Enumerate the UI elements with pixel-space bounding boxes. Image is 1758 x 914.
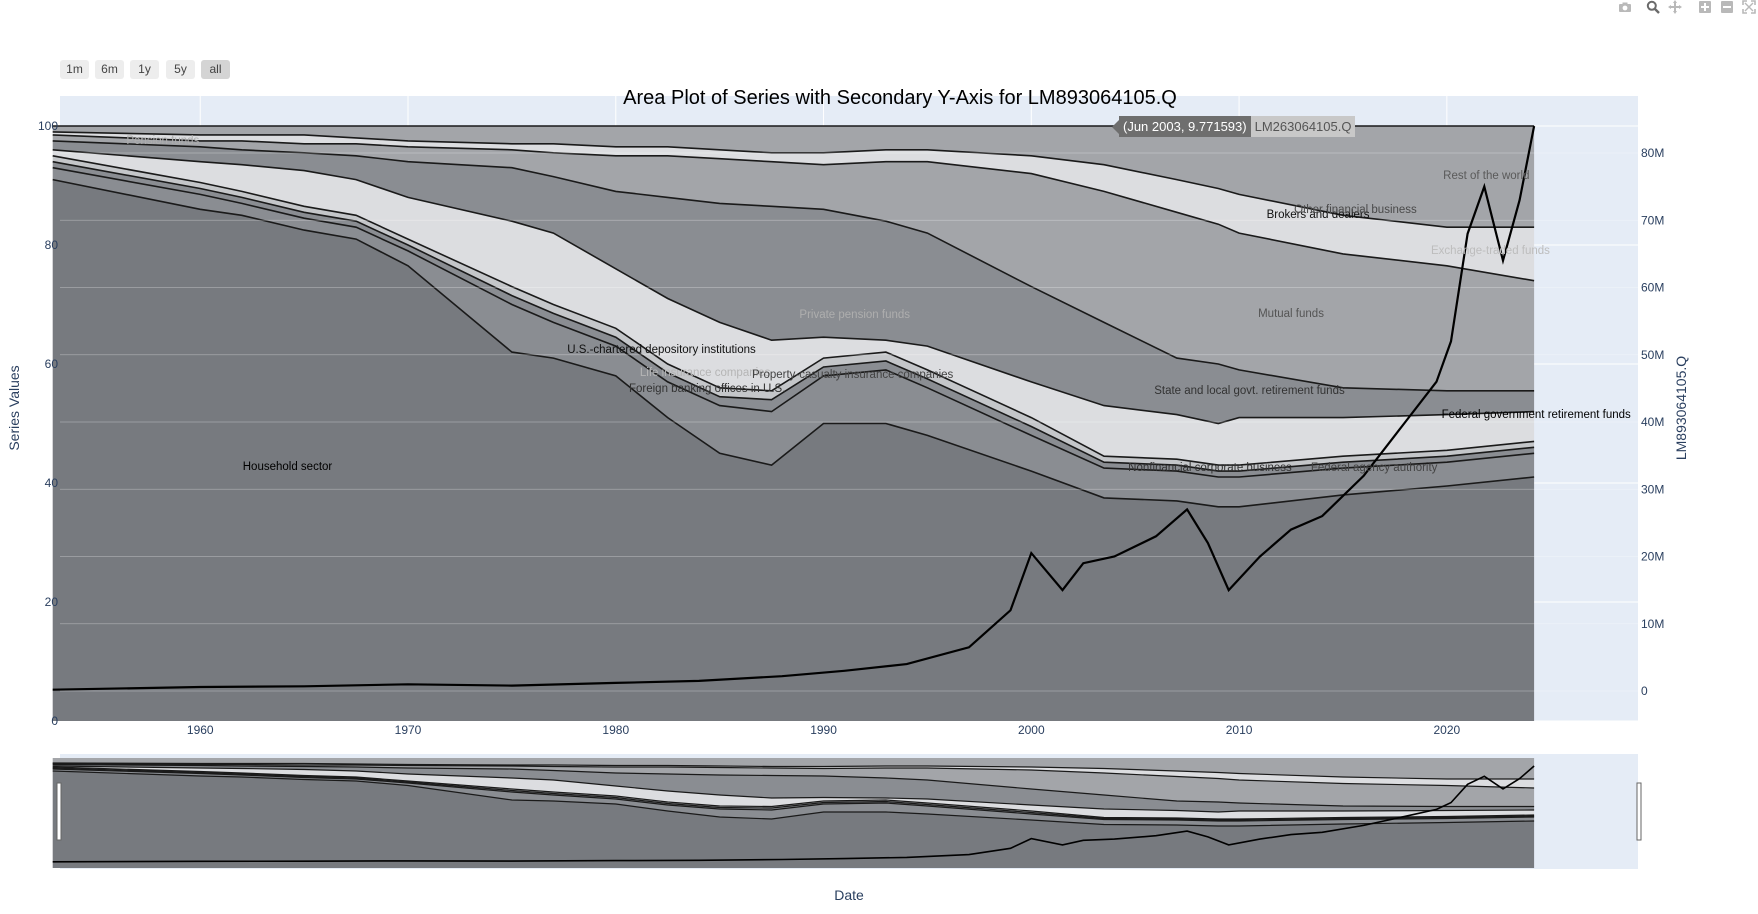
tooltip-pointer <box>1112 119 1119 134</box>
y-tick-label: 0 <box>51 714 58 728</box>
series-label: Federal agency authority <box>1310 462 1438 475</box>
y2-axis-ticks: 0 10M 20M 30M 40M 50M 60M 70M 80M <box>1641 146 1664 698</box>
series-label: Property-casualty insurance companies <box>751 369 954 382</box>
boundary-line <box>52 140 1535 392</box>
series-label: U.S.-chartered depository institutions <box>567 343 756 356</box>
series-label: Exchange-traded funds <box>1431 244 1550 257</box>
series-label: Foreign banking offices in U.S. <box>628 382 786 395</box>
y-tick-label: 40 <box>45 476 59 490</box>
y2-tick-label: 0 <box>1641 684 1648 698</box>
slider-area <box>52 766 1535 819</box>
boundary-line <box>52 178 1535 508</box>
boundary-line <box>52 155 1535 466</box>
series-label: Federal government retirement funds <box>1441 408 1631 421</box>
slider-boundary-line <box>52 762 1535 789</box>
zoom-icon[interactable] <box>1646 0 1660 14</box>
stacked-areas <box>52 125 1535 722</box>
y2-tick-label: 80M <box>1641 146 1664 160</box>
x-tick-label: 2000 <box>1018 723 1045 737</box>
y-tick-label: 100 <box>38 119 58 133</box>
series-label: Pension funds <box>126 135 200 148</box>
slider-boundary-line <box>52 766 1535 820</box>
range-slider[interactable] <box>52 754 1642 869</box>
y-axis-ticks: 0 20 40 60 80 100 <box>38 119 58 728</box>
area-mutual-funds <box>52 134 1535 391</box>
series-label: Brokers and dealers <box>1266 209 1370 222</box>
series-label: Private pension funds <box>799 309 911 322</box>
area-private-pension-funds <box>52 149 1535 466</box>
slider-boundary-line <box>52 768 1535 822</box>
y2-tick-label: 20M <box>1641 550 1664 564</box>
tooltip-value: (Jun 2003, 9.771593) <box>1119 116 1251 137</box>
x-tick-label: 1960 <box>187 723 214 737</box>
zoom-out-icon[interactable] <box>1720 0 1734 14</box>
series-label: Rest of the world <box>1443 169 1530 182</box>
area-rest-of-world <box>52 126 1535 228</box>
camera-icon[interactable] <box>1618 0 1632 14</box>
autoscale-icon[interactable] <box>1742 0 1756 14</box>
y2-tick-label: 40M <box>1641 415 1664 429</box>
range-button-1m[interactable]: 1m <box>60 60 89 79</box>
slider-handle-left <box>56 782 62 841</box>
slider-boundary-line <box>52 770 1535 827</box>
pan-icon[interactable] <box>1668 0 1682 14</box>
slider-area <box>52 771 1535 868</box>
tooltip-series-name: LM263064105.Q <box>1250 116 1356 137</box>
x-tick-label: 1980 <box>602 723 629 737</box>
boundary-line <box>52 131 1535 228</box>
y2-tick-label: 60M <box>1641 281 1664 295</box>
area-household-sector <box>52 179 1535 722</box>
secondary-series <box>52 125 1536 691</box>
secondary-series-line <box>52 125 1536 691</box>
area-state-and-local-govt-retirement-funds <box>52 140 1535 424</box>
slider-boundary-line <box>52 762 1535 780</box>
series-label: Life insurance companies <box>639 367 771 380</box>
hover-tooltip: (Jun 2003, 9.771593) LM263064105.Q <box>1112 116 1356 137</box>
area-property-casualty-insurance-companies <box>52 155 1535 472</box>
boundary-line <box>52 149 1535 425</box>
series-label: Household sector <box>242 460 333 473</box>
range-button-all[interactable]: all <box>201 60 230 79</box>
chart-title: Area Plot of Series with Secondary Y-Axi… <box>623 87 1177 109</box>
series-label: Nonfinancial corporate business <box>1128 461 1292 474</box>
series-label: Other financial business <box>1294 204 1417 217</box>
slider-area-top <box>52 758 1535 779</box>
y2-tick-label: 30M <box>1641 482 1664 496</box>
range-button-6m[interactable]: 6m <box>95 60 124 79</box>
slider-boundary-line <box>52 767 1535 821</box>
boundary-line <box>52 134 1535 282</box>
slider-secondary-line <box>52 765 1535 863</box>
y2-tick-label: 10M <box>1641 617 1664 631</box>
range-button-5y[interactable]: 5y <box>166 60 195 79</box>
area-foreign-banking-offices-in-u-s- <box>52 161 1535 477</box>
area-u-s-chartered-depository-institutions <box>52 167 1535 507</box>
range-button-1y[interactable]: 1y <box>130 60 159 79</box>
y2-axis-title: LM893064105.Q <box>1673 356 1689 460</box>
x-axis-ticks: 1960 1970 1980 1990 2000 2010 2020 <box>187 723 1461 737</box>
slider-handle-right <box>1636 782 1642 841</box>
x-tick-label: 1970 <box>395 723 422 737</box>
slider-area <box>52 763 1535 807</box>
x-axis-title: Date <box>834 887 864 903</box>
slider-boundary-line <box>52 765 1535 813</box>
x-tick-label: 1990 <box>810 723 837 737</box>
modebar <box>1616 0 1758 16</box>
y-tick-label: 20 <box>45 595 59 609</box>
y-axis-title: Series Values <box>6 365 22 450</box>
area-exchange-traded-funds <box>52 131 1535 281</box>
y2-tick-label: 50M <box>1641 348 1664 362</box>
slider-boundary-line <box>52 763 1535 808</box>
boundary-line <box>52 160 1535 472</box>
x-tick-label: 2020 <box>1434 723 1461 737</box>
y-tick-label: 60 <box>45 357 59 371</box>
series-label: State and local govt. retirement funds <box>1154 384 1345 397</box>
zoom-in-icon[interactable] <box>1698 0 1712 14</box>
y-tick-label: 80 <box>45 238 59 252</box>
boundary-line <box>52 166 1535 478</box>
series-label: Mutual funds <box>1258 308 1324 321</box>
y2-tick-label: 70M <box>1641 213 1664 227</box>
x-tick-label: 2010 <box>1226 723 1253 737</box>
secondary-axis-gridlines <box>60 152 1638 692</box>
